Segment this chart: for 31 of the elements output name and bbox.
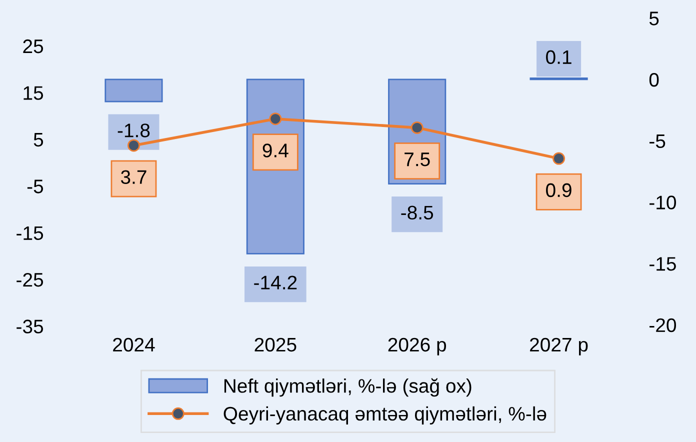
y2-tick-label: 5 <box>649 12 659 26</box>
data-label: 0.9 <box>546 183 572 198</box>
data-label: 7.5 <box>404 152 430 166</box>
legend-label: Neft qiymətləri, %-lə (sağ ox) <box>224 378 472 397</box>
data-label: 9.4 <box>262 144 288 158</box>
y2-tick-label: -15 <box>650 257 676 271</box>
data-label: 3.7 <box>120 170 146 184</box>
legend-label: Qeyri-yanacaq əmtəə qiymətləri, %-lə <box>224 406 546 424</box>
data-label: -14.2 <box>254 276 297 290</box>
data-label: -8.5 <box>401 206 434 220</box>
x-tick-label: 2026 p <box>388 338 446 356</box>
point <box>269 112 282 126</box>
point <box>127 139 140 152</box>
y-tick-label: 15 <box>24 86 44 100</box>
x-tick-label: 2024 <box>113 338 155 352</box>
y-tick-label: -5 <box>27 180 44 194</box>
y-tick-label: 25 <box>23 39 44 54</box>
y2-tick-label: -10 <box>650 196 676 210</box>
y2-tick-label: -5 <box>650 134 666 148</box>
x-tick-label: 2027 p <box>530 338 588 356</box>
y2-tick-label: -20 <box>650 318 676 332</box>
y-tick-label: -35 <box>16 320 44 334</box>
y2-tick-label: 0 <box>649 72 659 87</box>
point <box>552 152 566 165</box>
data-label: -1.8 <box>118 124 150 138</box>
y-tick-label: -15 <box>16 226 44 240</box>
y-tick-label: 5 <box>34 133 44 147</box>
x-tick-label: 2025 <box>254 338 296 352</box>
data-label: 0.1 <box>546 50 572 64</box>
y-tick-label: -25 <box>16 272 44 287</box>
point <box>410 121 424 134</box>
